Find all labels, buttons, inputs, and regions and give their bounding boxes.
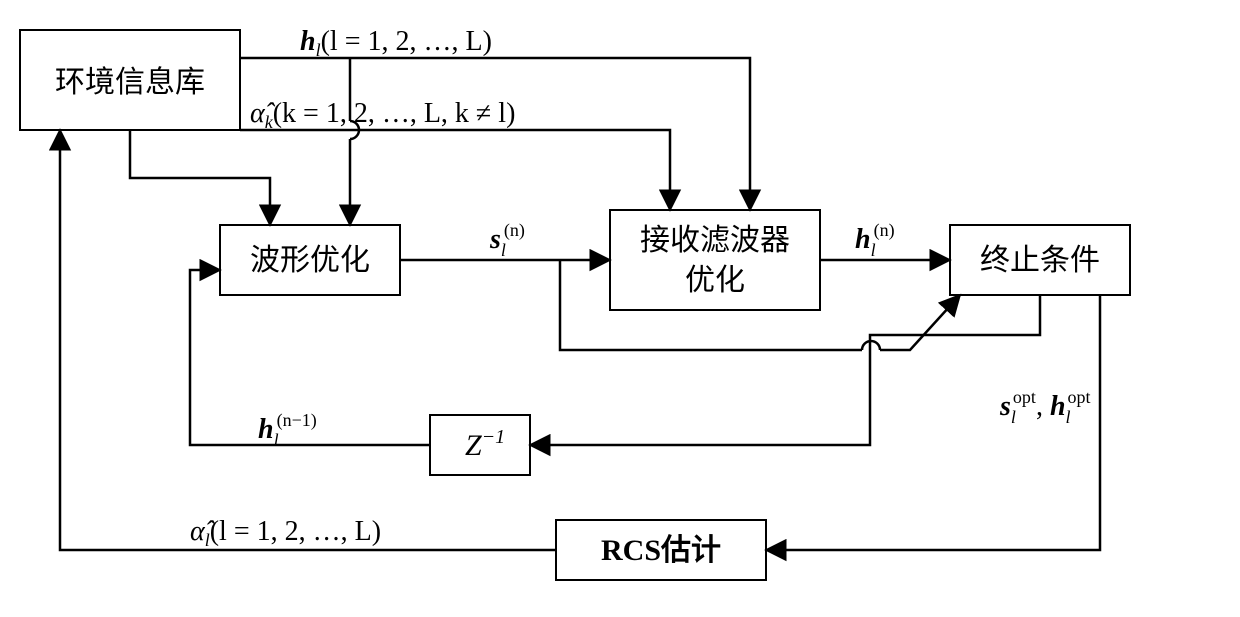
wave-label: 波形优化 bbox=[250, 244, 370, 277]
env-label: 环境信息库 bbox=[55, 66, 205, 99]
term-label: 终止条件 bbox=[980, 244, 1100, 277]
node-wave: 波形优化 bbox=[220, 225, 400, 295]
edge-term-to-rcs bbox=[766, 295, 1100, 550]
node-filter: 接收滤波器 优化 bbox=[610, 210, 820, 310]
edge-hl bbox=[240, 58, 750, 225]
label-sn: sl(n) bbox=[489, 220, 525, 260]
label-hl: hl(l = 1, 2, …, L) bbox=[300, 26, 492, 60]
label-opt: slopt, hlopt bbox=[999, 387, 1091, 427]
filter-label-1: 接收滤波器 bbox=[640, 224, 790, 257]
node-delay: Z−1 bbox=[430, 415, 530, 475]
label-hn: hl(n) bbox=[855, 220, 895, 260]
filter-label-2: 优化 bbox=[685, 264, 745, 297]
edge-alphak bbox=[130, 130, 670, 225]
label-alphal: α̂l(l = 1, 2, …, L) bbox=[190, 516, 381, 550]
edge-rcs-to-env bbox=[60, 130, 556, 550]
edge-term-to-delay bbox=[530, 295, 1040, 445]
rcs-label: RCS估计 bbox=[601, 534, 721, 567]
node-env: 环境信息库 bbox=[20, 30, 240, 130]
node-rcs: RCS估计 bbox=[556, 520, 766, 580]
node-term: 终止条件 bbox=[950, 225, 1130, 295]
label-alphak: α̂k(k = 1, 2, …, L, k ≠ l) bbox=[250, 98, 515, 132]
